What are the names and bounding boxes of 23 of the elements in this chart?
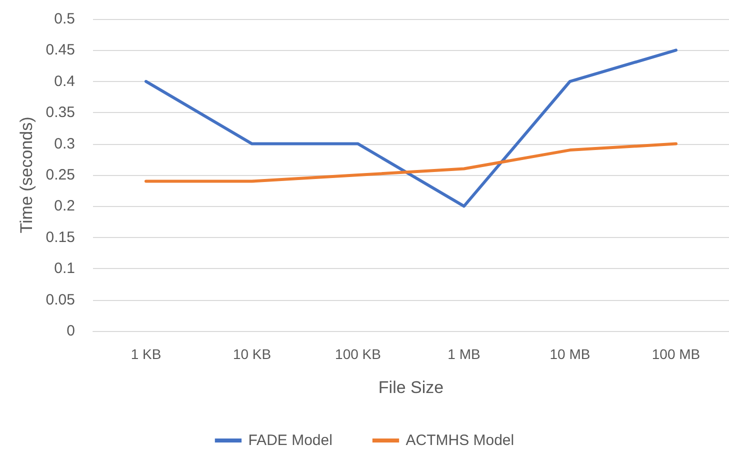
y-tick-label: 0.2 xyxy=(54,198,75,215)
x-tick-label: 1 MB xyxy=(448,346,480,362)
legend-label: FADE Model xyxy=(248,432,332,449)
y-tick-label: 0.45 xyxy=(46,42,75,59)
line-series xyxy=(144,48,678,208)
y-tick-label: 0.3 xyxy=(54,135,75,152)
y-tick-label: 0.05 xyxy=(46,291,75,308)
y-tick-label: 0.15 xyxy=(46,228,75,246)
y-tick-label: 0.4 xyxy=(54,72,75,90)
x-tick-label: 100 KB xyxy=(335,346,381,362)
x-tick-label: 1 KB xyxy=(130,346,162,362)
y-axis-title: Time (seconds) xyxy=(16,116,36,234)
y-tick-label: 0.35 xyxy=(46,104,75,122)
legend-label: ACTMHS Model xyxy=(406,432,514,449)
x-tick-label: 100 MB xyxy=(652,346,700,362)
x-tick-label: 10 MB xyxy=(550,346,590,362)
x-axis-title: File Size xyxy=(378,378,444,397)
y-tick-label: 0.5 xyxy=(54,10,75,28)
y-tick-label: 0.25 xyxy=(46,166,75,184)
y-tick-label: 0.1 xyxy=(54,260,75,278)
x-tick-label: 10 KB xyxy=(232,346,272,362)
y-tick-label: 0 xyxy=(66,322,75,340)
line-series xyxy=(144,142,678,183)
